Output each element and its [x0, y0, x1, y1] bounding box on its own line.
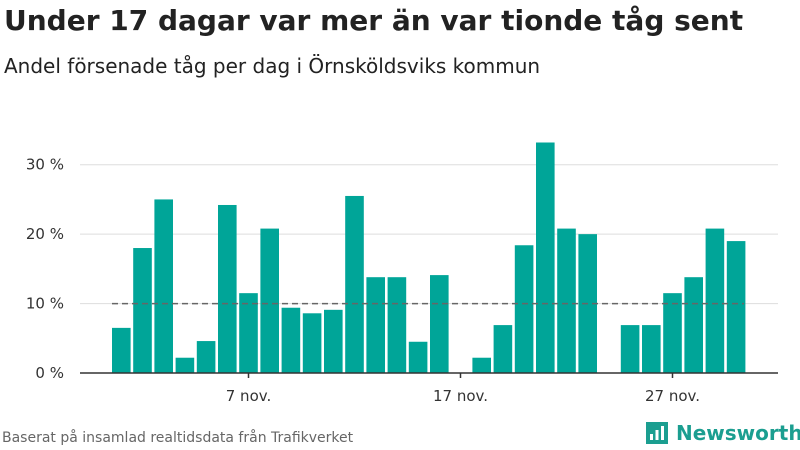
bar-2024-11-18 [472, 357, 491, 373]
axes: 0 % 10 % 20 % 30 % 7 nov. 17 nov. 27 nov. [26, 156, 778, 405]
bar-2024-11-04 [175, 357, 195, 373]
x-tick-label: 17 nov. [433, 387, 488, 405]
bar-2024-11-19 [493, 325, 513, 373]
bar-2024-11-16 [430, 275, 449, 373]
newsworthy-logo-icon [646, 422, 668, 444]
bar-2024-11-15 [408, 341, 428, 373]
bar-2024-11-25 [620, 325, 640, 373]
grid-lines [80, 164, 778, 305]
bar-2024-11-30 [726, 241, 746, 373]
bar-2024-11-08 [260, 228, 279, 373]
bar-2024-11-20 [514, 245, 534, 373]
bar-2024-11-09 [281, 307, 301, 373]
x-tick-label: 7 nov. [226, 387, 271, 405]
bar-2024-11-01 [112, 327, 131, 373]
bar-2024-11-14 [387, 277, 407, 373]
bar-2024-11-22 [557, 228, 576, 373]
bar-2024-11-28 [684, 277, 703, 373]
y-tick-label: 10 % [26, 295, 64, 313]
bar-2024-11-10 [302, 313, 322, 373]
brand-logo: Newsworthy [644, 420, 800, 446]
bar-2024-11-12 [345, 195, 364, 373]
y-tick-label: 0 % [35, 364, 64, 382]
y-tick-label: 20 % [26, 225, 64, 243]
bar-2024-11-05 [196, 341, 216, 373]
chart-title: Under 17 dagar var mer än var tionde tåg… [4, 4, 744, 37]
bar-2024-11-13 [366, 277, 385, 373]
bars [112, 142, 746, 373]
x-tick-label: 27 nov. [645, 387, 700, 405]
bar-2024-11-27 [663, 293, 682, 373]
bar-2024-11-06 [218, 204, 237, 373]
bar-2024-11-02 [133, 248, 152, 373]
bar-2024-11-21 [536, 142, 555, 373]
bar-2024-11-07 [239, 293, 258, 373]
bar-2024-11-03 [154, 199, 173, 373]
chart-subtitle: Andel försenade tåg per dag i Örnsköldsv… [4, 54, 541, 78]
bar-2024-11-26 [642, 325, 661, 373]
y-tick-label: 30 % [26, 156, 64, 174]
bar-2024-11-29 [705, 228, 725, 373]
bar-2024-11-11 [324, 309, 343, 373]
brand-name: Newsworthy [676, 421, 800, 445]
source-note: Baserat på insamlad realtidsdata från Tr… [2, 430, 354, 446]
